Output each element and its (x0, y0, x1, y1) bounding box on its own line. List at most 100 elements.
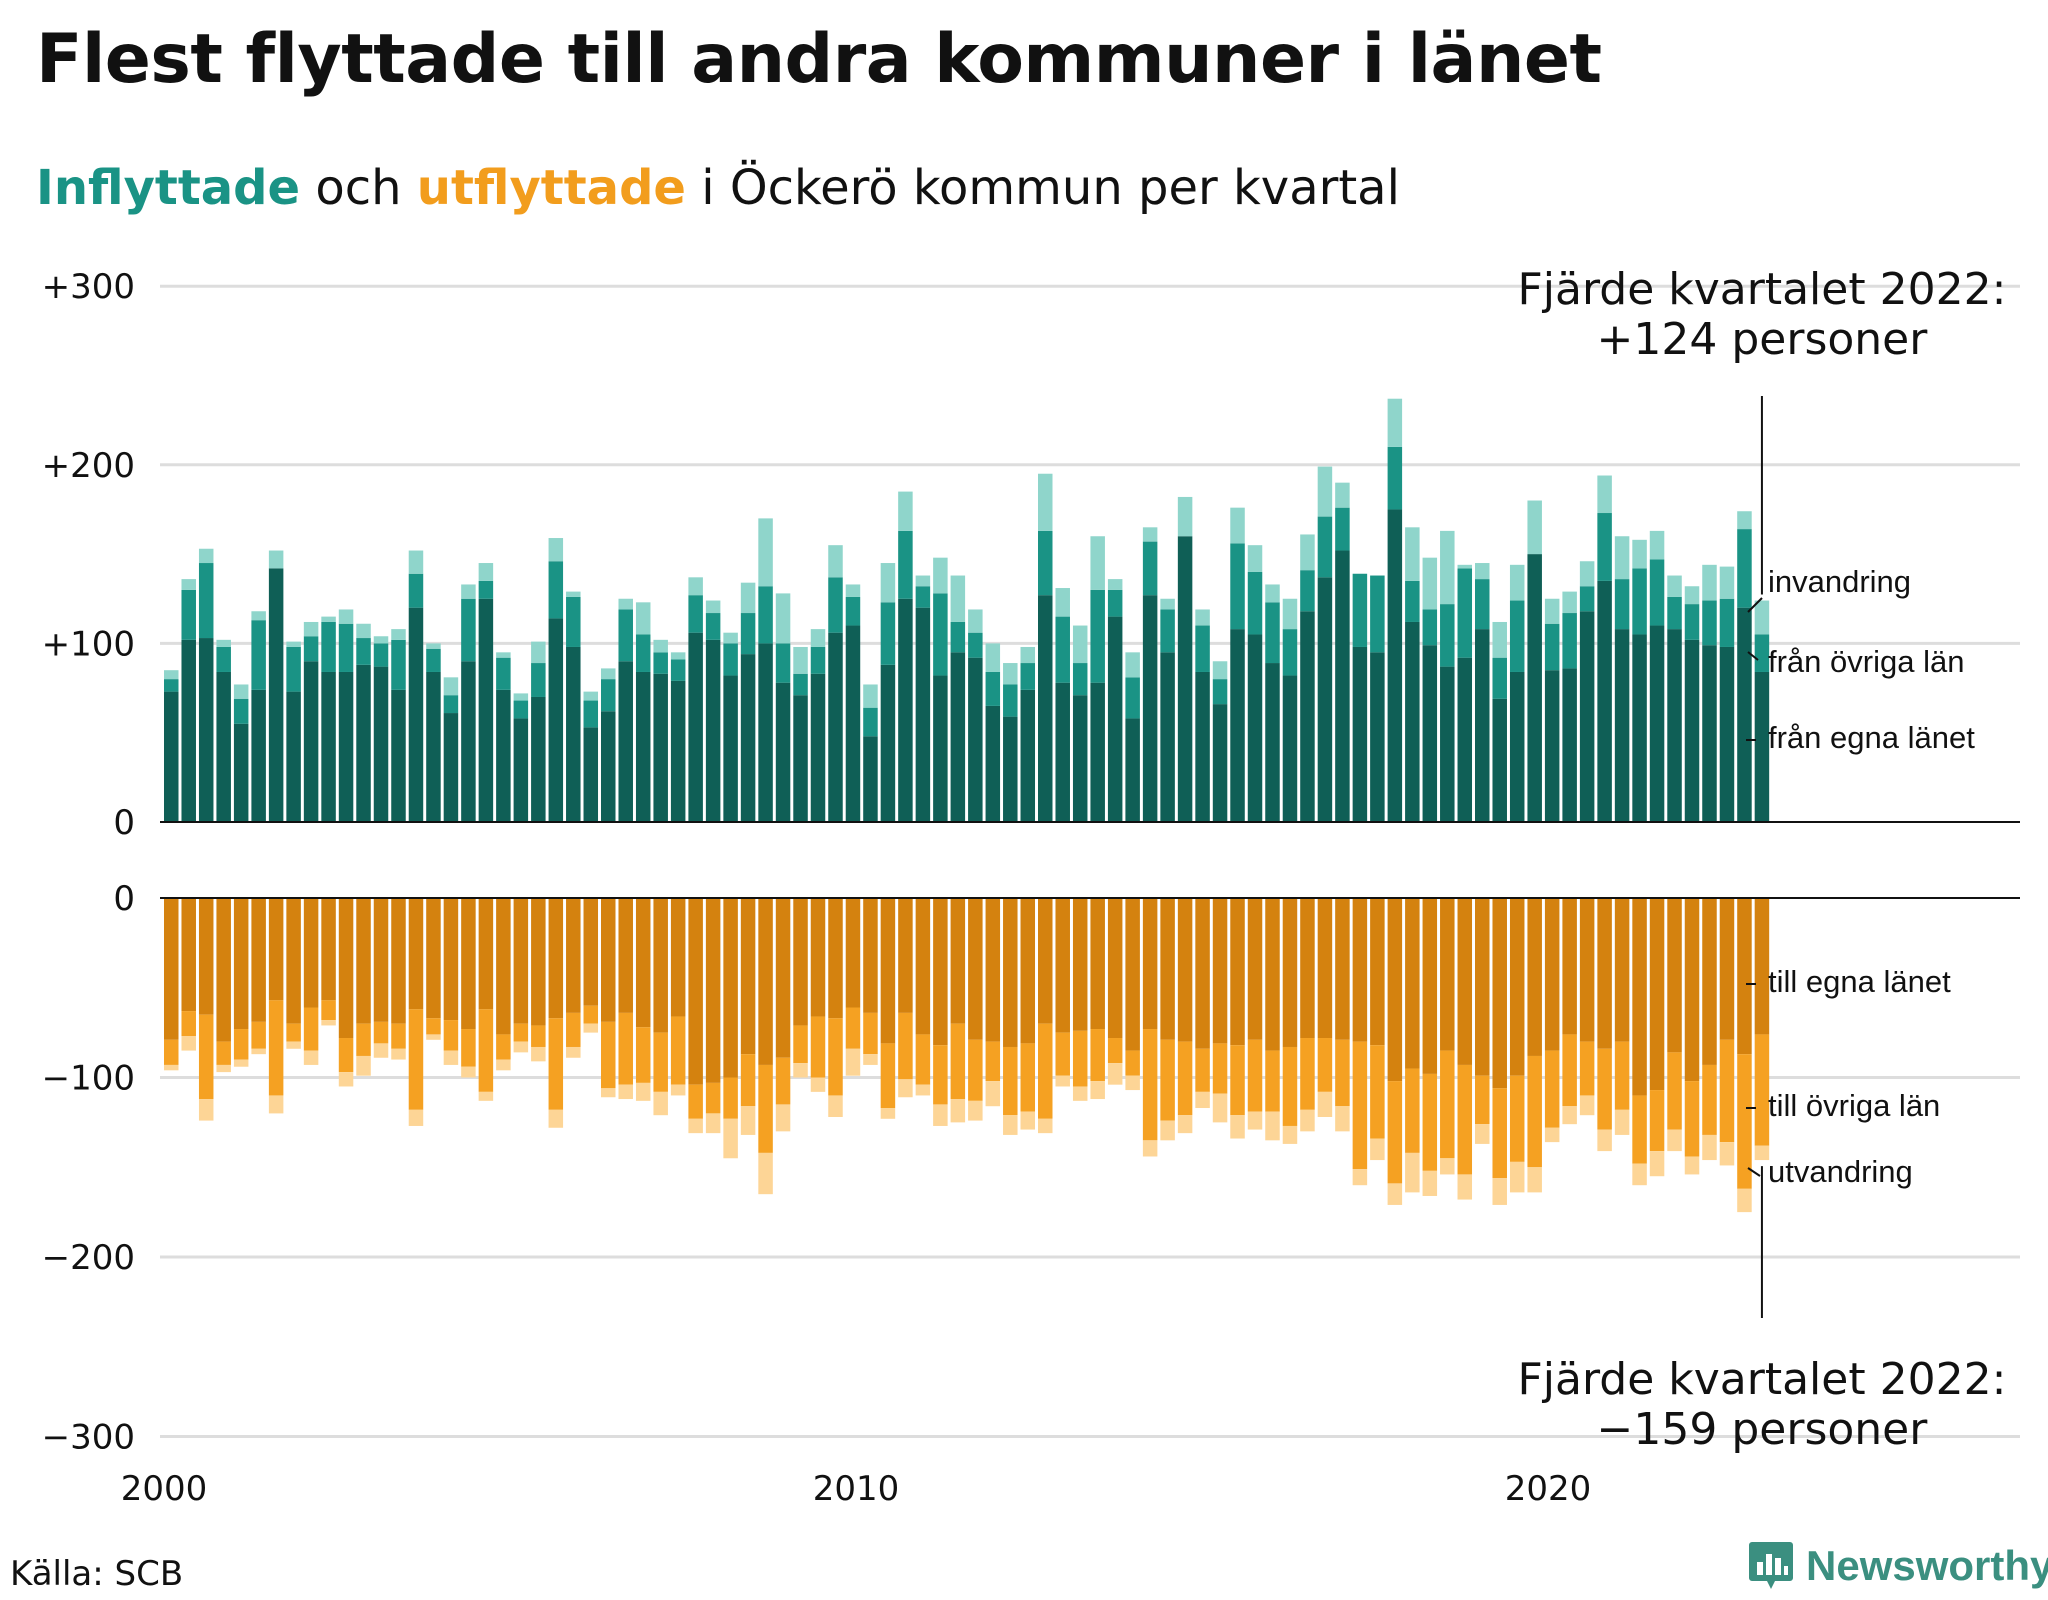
bar-out (233, 1029, 249, 1060)
bar-in (1387, 509, 1403, 822)
bar-out (828, 1018, 843, 1096)
bar-in (356, 664, 371, 822)
bar-out (1195, 1048, 1210, 1092)
bar-in (1055, 616, 1070, 683)
bar-in (181, 639, 196, 822)
series-label-in: invandring (1768, 564, 1911, 599)
bar-out (1282, 1125, 1298, 1144)
bar-out (496, 898, 511, 1035)
bar-out (968, 1100, 983, 1121)
bar-out (863, 898, 878, 1013)
bar-out (793, 898, 808, 1026)
bar-in (286, 646, 301, 692)
series-label-out: till egna länet (1768, 964, 1951, 999)
bar-in (1230, 507, 1245, 544)
bar-in (1090, 589, 1105, 683)
bar-out (356, 898, 371, 1024)
bar-in (1247, 634, 1263, 822)
bar-in (1562, 668, 1577, 822)
bar-out (1195, 898, 1210, 1049)
bar-in (1492, 698, 1507, 822)
bar-in (391, 639, 406, 690)
bar-out (1562, 1034, 1577, 1107)
bar-in (1072, 695, 1088, 822)
bar-out (1597, 898, 1612, 1049)
bar-out (1335, 1106, 1350, 1132)
bar-out (583, 898, 599, 1006)
bar-in (461, 584, 476, 599)
bar-out (1142, 1029, 1158, 1141)
bar-in (181, 589, 196, 640)
bar-out (1737, 1054, 1752, 1189)
bar-in (1247, 545, 1263, 572)
bar-in (478, 563, 494, 581)
bar-in (1457, 657, 1473, 822)
bar-in (1527, 554, 1542, 822)
bar-in (1440, 604, 1455, 667)
bar-out (1247, 898, 1263, 1040)
bar-in (863, 707, 878, 737)
bar-in (1317, 516, 1333, 578)
bar-out (1195, 1091, 1210, 1109)
bar-in (216, 646, 231, 672)
bar-in (828, 632, 843, 822)
bar-in (566, 596, 581, 647)
bar-out (1247, 1111, 1263, 1130)
bar-in (1405, 621, 1420, 822)
bar-out (1300, 898, 1315, 1039)
bar-out (758, 898, 773, 1065)
bar-out (1072, 1030, 1088, 1087)
bar-in (531, 696, 546, 822)
bar-out (391, 1048, 406, 1060)
annotation-bottom-text: −159 personer (1597, 1404, 1929, 1455)
bar-in (793, 673, 808, 696)
bar-out (1719, 898, 1735, 1040)
bar-out (566, 898, 581, 1013)
bar-out (1300, 1038, 1315, 1110)
bar-in (705, 600, 721, 614)
bar-in (548, 538, 564, 562)
bar-in (1003, 716, 1018, 822)
bar-out (1562, 1106, 1577, 1125)
bar-in (391, 629, 406, 640)
bar-out (1702, 898, 1717, 1065)
bar-in (1544, 623, 1560, 671)
bar-in (233, 684, 249, 699)
bar-in (898, 491, 913, 531)
bar-out (1230, 1045, 1245, 1116)
bar-out (373, 898, 389, 1022)
bar-out (531, 898, 546, 1026)
bar-in (1492, 621, 1507, 658)
bar-in (898, 530, 913, 599)
y-tick-label: +200 (42, 446, 135, 486)
bar-out (181, 1036, 196, 1051)
bar-out (1527, 898, 1542, 1056)
bar-out (1020, 1111, 1036, 1130)
bar-in (1509, 600, 1525, 672)
annotation-top-text: +124 personer (1597, 314, 1929, 365)
bar-in (1737, 529, 1752, 608)
bar-out (705, 1082, 721, 1114)
bar-out (1160, 1120, 1175, 1141)
bar-out (1160, 898, 1175, 1040)
bar-in (1160, 652, 1175, 822)
bar-in (338, 671, 354, 822)
bar-out (740, 898, 756, 1055)
y-tick-label: −200 (42, 1238, 135, 1278)
bar-in (1107, 616, 1123, 822)
bar-in (775, 682, 791, 822)
bar-out (1579, 898, 1595, 1042)
bar-out (1737, 1188, 1752, 1213)
leader-fran-ovriga (1747, 651, 1759, 661)
bar-out (740, 1054, 756, 1107)
bar-in (1632, 568, 1647, 635)
bar-in (1562, 591, 1577, 614)
bar-out (1597, 1129, 1612, 1152)
bar-in (863, 736, 878, 822)
bar-out (268, 1095, 284, 1114)
bar-out (723, 898, 738, 1078)
bar-in (1125, 652, 1140, 678)
bar-out (758, 1064, 773, 1153)
bar-in (548, 618, 564, 822)
